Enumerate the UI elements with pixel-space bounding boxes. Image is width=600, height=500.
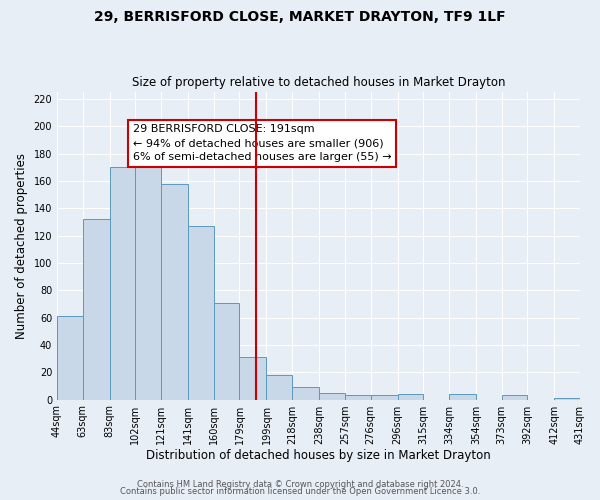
Bar — [57, 316, 83, 400]
Bar — [319, 392, 345, 400]
Y-axis label: Number of detached properties: Number of detached properties — [15, 153, 28, 339]
Text: 29, BERRISFORD CLOSE, MARKET DRAYTON, TF9 1LF: 29, BERRISFORD CLOSE, MARKET DRAYTON, TF… — [94, 10, 506, 24]
Bar — [136, 167, 161, 400]
Bar — [449, 394, 476, 400]
Bar — [502, 396, 527, 400]
Text: Contains public sector information licensed under the Open Government Licence 3.: Contains public sector information licen… — [120, 487, 480, 496]
Bar — [214, 302, 239, 400]
Bar — [161, 184, 188, 400]
Text: 29 BERRISFORD CLOSE: 191sqm
← 94% of detached houses are smaller (906)
6% of sem: 29 BERRISFORD CLOSE: 191sqm ← 94% of det… — [133, 124, 391, 162]
Text: Contains HM Land Registry data © Crown copyright and database right 2024.: Contains HM Land Registry data © Crown c… — [137, 480, 463, 489]
Bar — [110, 167, 136, 400]
Bar — [266, 375, 292, 400]
Bar — [292, 388, 319, 400]
Bar — [398, 394, 423, 400]
Title: Size of property relative to detached houses in Market Drayton: Size of property relative to detached ho… — [132, 76, 505, 90]
Bar — [188, 226, 214, 400]
X-axis label: Distribution of detached houses by size in Market Drayton: Distribution of detached houses by size … — [146, 450, 491, 462]
Bar — [83, 219, 110, 400]
Bar — [239, 357, 266, 400]
Bar — [371, 396, 398, 400]
Bar — [554, 398, 580, 400]
Bar — [345, 396, 371, 400]
